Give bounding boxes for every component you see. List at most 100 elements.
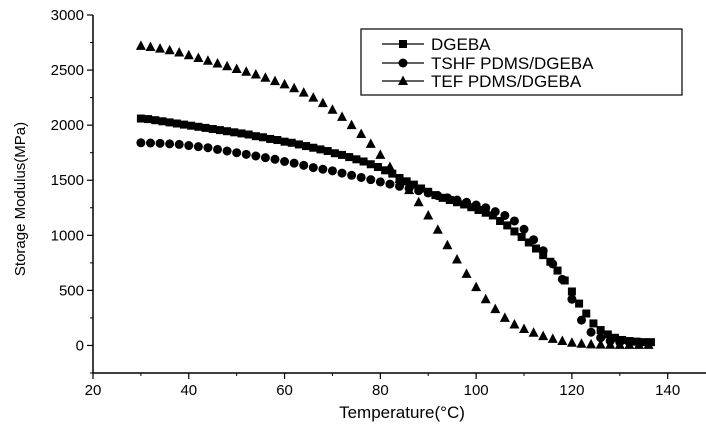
legend-label: DGEBA	[431, 35, 491, 54]
axes	[92, 15, 706, 374]
data-point-square	[438, 193, 447, 202]
data-point-square	[316, 145, 325, 154]
data-point-triangle	[365, 138, 376, 148]
data-point-triangle	[317, 97, 328, 108]
data-point-triangle	[557, 335, 568, 346]
data-point-square	[575, 299, 584, 308]
data-point-circle	[462, 197, 472, 207]
data-point-square	[481, 208, 490, 217]
data-point-square	[323, 147, 332, 156]
data-point-square	[294, 140, 303, 149]
data-point-triangle	[614, 339, 625, 349]
data-point-circle	[414, 186, 424, 196]
data-point-circle	[337, 168, 347, 178]
data-point-circle	[452, 195, 462, 205]
data-point-circle	[318, 164, 328, 174]
y-tick-label: 1000	[51, 227, 84, 244]
x-tick-label: 100	[464, 382, 489, 399]
data-point-triangle	[471, 281, 482, 292]
data-point-circle	[347, 170, 357, 180]
data-point-square	[359, 157, 368, 166]
data-point-circle	[299, 160, 309, 170]
data-point-circle	[260, 153, 270, 163]
data-point-triangle	[337, 111, 348, 121]
data-point-triangle	[183, 49, 194, 60]
data-point-triangle	[519, 323, 530, 333]
data-point-square	[399, 40, 407, 48]
data-point-triangle	[442, 239, 453, 250]
data-point-triangle	[451, 254, 462, 264]
data-point-square	[144, 115, 153, 124]
data-point-square	[582, 309, 591, 318]
x-axis-label: Temperature(°C)	[339, 403, 465, 422]
data-point-triangle	[174, 46, 185, 57]
data-point-circle	[270, 154, 280, 164]
data-point-triangle	[164, 44, 175, 55]
data-point-circle	[576, 315, 586, 325]
data-point-circle	[251, 151, 261, 161]
data-point-circle	[155, 138, 165, 148]
data-point-circle	[165, 139, 175, 149]
data-point-triangle	[375, 149, 386, 159]
data-point-triangle	[193, 52, 204, 62]
data-point-square	[230, 128, 239, 137]
series-layer	[135, 40, 655, 349]
data-point-square	[474, 205, 483, 214]
data-point-triangle	[461, 268, 472, 278]
data-point-triangle	[404, 184, 415, 195]
data-point-triangle	[260, 72, 271, 82]
data-point-triangle	[250, 68, 261, 79]
data-point-triangle	[423, 209, 434, 220]
data-point-circle	[222, 146, 232, 156]
series-triangle	[135, 40, 654, 349]
x-tick-label: 120	[559, 382, 584, 399]
data-point-square	[567, 287, 576, 296]
data-point-square	[151, 116, 160, 125]
data-point-circle	[596, 333, 606, 343]
legend-box	[360, 28, 683, 96]
data-point-circle	[433, 191, 443, 201]
data-point-triangle	[595, 339, 606, 349]
data-point-triangle	[633, 339, 644, 349]
data-point-triangle	[480, 293, 491, 304]
data-point-triangle	[605, 339, 616, 349]
data-point-square	[208, 125, 217, 134]
data-point-circle	[567, 294, 577, 304]
data-point-square	[266, 134, 275, 143]
data-point-square	[309, 143, 318, 152]
data-point-triangle	[269, 75, 280, 86]
data-point-square	[467, 203, 476, 212]
x-tick-label: 20	[85, 382, 102, 399]
data-point-circle	[375, 177, 385, 187]
data-point-square	[488, 211, 497, 220]
data-point-circle	[471, 200, 481, 210]
data-point-circle	[232, 148, 242, 158]
data-point-square	[553, 266, 562, 275]
data-point-circle	[366, 175, 376, 185]
data-point-square	[596, 326, 605, 335]
data-point-triangle	[576, 338, 587, 348]
data-point-square	[373, 163, 382, 172]
data-point-triangle	[202, 55, 213, 65]
data-point-square	[330, 149, 339, 158]
data-point-square	[165, 118, 174, 127]
data-point-triangle	[298, 87, 309, 97]
data-point-triangle	[538, 330, 549, 341]
data-point-triangle	[432, 224, 443, 234]
y-tick-label: 3000	[51, 7, 84, 24]
data-point-square	[179, 120, 188, 129]
data-point-square	[201, 123, 210, 132]
x-tick-label: 40	[180, 382, 197, 399]
data-point-triangle	[586, 338, 597, 349]
data-point-square	[352, 155, 361, 164]
y-axis-label: Storage Modulus(MPa)	[12, 122, 29, 276]
data-point-triangle	[145, 41, 156, 51]
data-point-square	[172, 119, 181, 128]
data-point-square	[510, 227, 519, 236]
data-point-circle	[529, 235, 539, 245]
data-point-circle	[481, 203, 491, 213]
data-point-circle	[395, 181, 404, 191]
data-point-square	[302, 142, 311, 151]
x-tick-label: 60	[276, 382, 293, 399]
data-point-circle	[548, 259, 558, 269]
